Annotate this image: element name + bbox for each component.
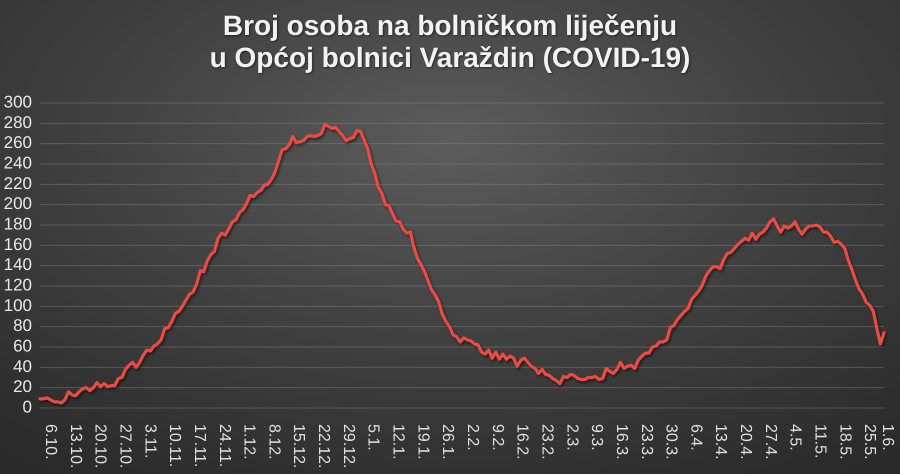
svg-text:16.2.: 16.2. [514, 424, 531, 460]
svg-text:220: 220 [4, 174, 32, 193]
svg-text:18.5.: 18.5. [836, 424, 853, 460]
svg-text:20.4.: 20.4. [737, 424, 754, 460]
svg-text:3.11.: 3.11. [141, 424, 158, 458]
svg-text:60: 60 [13, 337, 32, 356]
svg-text:120: 120 [4, 276, 32, 295]
svg-text:160: 160 [4, 235, 32, 254]
svg-text:6.4.: 6.4. [687, 424, 704, 451]
svg-text:25.5.: 25.5. [861, 424, 878, 460]
svg-text:2.2.: 2.2. [464, 424, 481, 451]
svg-text:27.4.: 27.4. [762, 424, 779, 460]
svg-text:100: 100 [4, 296, 32, 315]
svg-text:9.2.: 9.2. [489, 424, 506, 451]
svg-text:180: 180 [4, 215, 32, 234]
svg-text:19.1.: 19.1. [414, 424, 431, 460]
svg-text:22.12.: 22.12. [315, 424, 332, 468]
svg-text:300: 300 [4, 93, 32, 112]
svg-text:24.11.: 24.11. [216, 424, 233, 467]
svg-text:9.3.: 9.3. [588, 424, 605, 451]
svg-text:8.12.: 8.12. [265, 424, 282, 460]
svg-text:280: 280 [4, 113, 32, 132]
svg-text:140: 140 [4, 255, 32, 274]
svg-text:2.3.: 2.3. [563, 424, 580, 451]
svg-text:1.6.: 1.6. [879, 424, 896, 451]
svg-text:16.3.: 16.3. [613, 424, 630, 460]
svg-text:5.1.: 5.1. [365, 424, 382, 451]
svg-text:80: 80 [13, 316, 32, 335]
svg-text:13.4.: 13.4. [712, 424, 729, 460]
svg-text:6.10.: 6.10. [42, 424, 59, 460]
svg-text:260: 260 [4, 133, 32, 152]
svg-text:0: 0 [23, 398, 32, 417]
svg-text:23.2.: 23.2. [538, 424, 555, 460]
svg-text:40: 40 [13, 357, 32, 376]
svg-text:26.1.: 26.1. [439, 424, 456, 460]
svg-text:15.12.: 15.12. [290, 424, 307, 468]
svg-text:20.10.: 20.10. [92, 424, 109, 468]
svg-text:17.11.: 17.11. [191, 424, 208, 467]
svg-text:1.12.: 1.12. [241, 424, 258, 460]
svg-text:20: 20 [13, 377, 32, 396]
svg-text:10.11.: 10.11. [166, 424, 183, 467]
svg-text:4.5.: 4.5. [787, 424, 804, 451]
svg-text:30.3.: 30.3. [663, 424, 680, 460]
svg-text:27.10.: 27.10. [116, 424, 133, 468]
svg-text:29.12.: 29.12. [340, 424, 357, 468]
svg-text:12.1.: 12.1. [390, 424, 407, 460]
svg-text:200: 200 [4, 194, 32, 213]
svg-text:11.5.: 11.5. [812, 424, 829, 458]
svg-text:13.10.: 13.10. [67, 424, 84, 468]
svg-text:240: 240 [4, 154, 32, 173]
svg-text:23.3.: 23.3. [638, 424, 655, 460]
